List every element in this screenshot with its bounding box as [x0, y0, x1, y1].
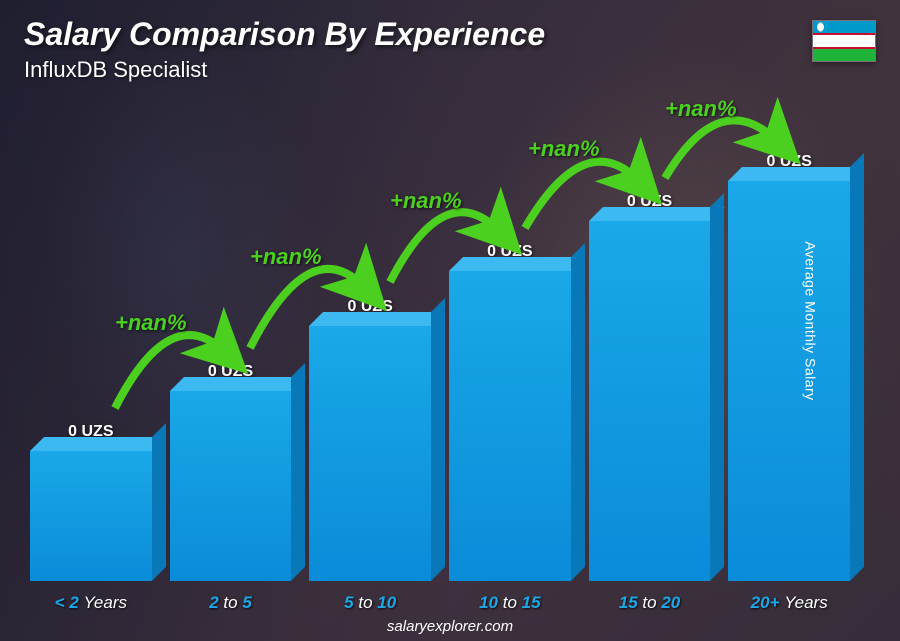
bar-top-face — [589, 207, 725, 221]
bar-side-face — [710, 193, 724, 581]
country-flag — [812, 20, 876, 62]
bar-group: 0 UZS — [309, 298, 431, 581]
bar-front-face — [589, 221, 711, 581]
x-axis-label: 10 to 15 — [449, 593, 571, 613]
subtitle: InfluxDB Specialist — [24, 57, 545, 83]
flag-stripe-mid — [813, 33, 875, 49]
percent-increase-label: +nan% — [250, 244, 322, 270]
flag-stripe-bot — [813, 49, 875, 61]
bar-front-face — [449, 271, 571, 581]
title-block: Salary Comparison By Experience InfluxDB… — [24, 16, 545, 83]
bar-side-face — [571, 243, 585, 581]
bar — [30, 451, 152, 581]
x-axis-label: < 2 Years — [30, 593, 152, 613]
bar-side-face — [850, 153, 864, 581]
x-axis-label: 2 to 5 — [170, 593, 292, 613]
x-axis-label: 15 to 20 — [589, 593, 711, 613]
bar-top-face — [309, 312, 445, 326]
bar-group: 0 UZS — [589, 193, 711, 581]
x-axis-labels: < 2 Years 2 to 5 5 to 10 10 to 15 15 to 20 20… — [30, 593, 850, 613]
x-axis-label: 20+ Years — [728, 593, 850, 613]
bar-top-face — [728, 167, 864, 181]
y-axis-label: Average Monthly Salary — [802, 241, 818, 400]
bar — [728, 181, 850, 581]
bar — [589, 221, 711, 581]
percent-increase-label: +nan% — [665, 96, 737, 122]
bar-group: 0 UZS — [728, 153, 850, 581]
bar-front-face — [728, 181, 850, 581]
bar-side-face — [291, 363, 305, 581]
x-axis-label: 5 to 10 — [309, 593, 431, 613]
bar-front-face — [30, 451, 152, 581]
bar-top-face — [30, 437, 166, 451]
bar-top-face — [449, 257, 585, 271]
bar-group: 0 UZS — [449, 243, 571, 581]
bar — [449, 271, 571, 581]
bar-front-face — [309, 326, 431, 581]
footer-attribution: salaryexplorer.com — [0, 618, 900, 635]
percent-increase-label: +nan% — [390, 188, 462, 214]
bar — [170, 391, 292, 581]
flag-stripe-top — [813, 21, 875, 33]
percent-increase-label: +nan% — [528, 136, 600, 162]
bar — [309, 326, 431, 581]
bar-side-face — [152, 423, 166, 581]
bar-group: 0 UZS — [30, 423, 152, 581]
percent-increase-label: +nan% — [115, 310, 187, 336]
bar-front-face — [170, 391, 292, 581]
flag-crescent-icon — [817, 22, 827, 32]
main-title: Salary Comparison By Experience — [24, 16, 545, 53]
bar-group: 0 UZS — [170, 363, 292, 581]
bar-top-face — [170, 377, 306, 391]
bar-side-face — [431, 298, 445, 581]
